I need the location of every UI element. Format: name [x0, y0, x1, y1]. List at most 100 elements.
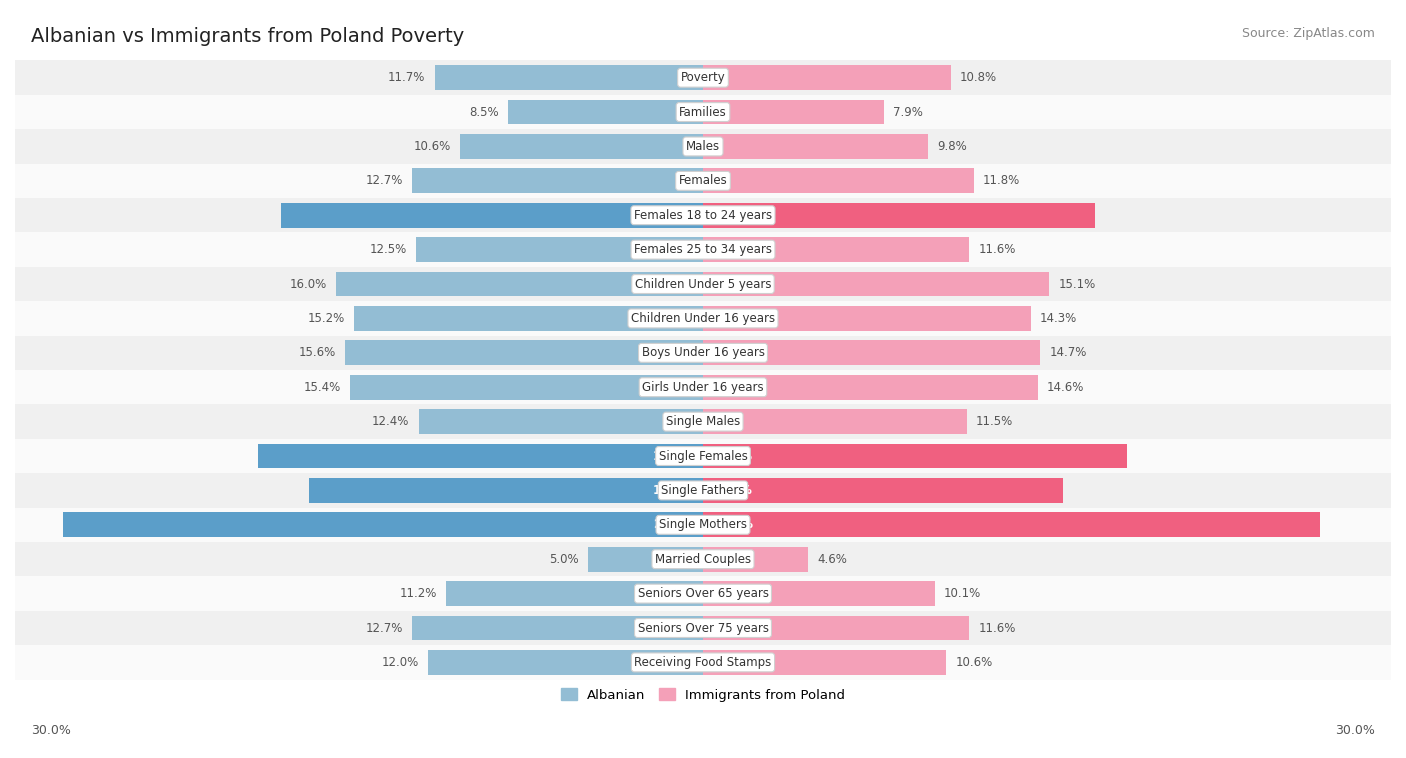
Text: Seniors Over 75 years: Seniors Over 75 years — [637, 622, 769, 634]
Text: 11.6%: 11.6% — [979, 243, 1015, 256]
Text: 19.4%: 19.4% — [652, 449, 693, 462]
Bar — [703, 409, 967, 434]
Text: 7.9%: 7.9% — [893, 105, 924, 118]
Bar — [703, 203, 1095, 227]
Text: 15.7%: 15.7% — [713, 484, 754, 497]
Bar — [346, 340, 703, 365]
Bar — [703, 443, 1128, 468]
Bar — [446, 581, 703, 606]
Bar — [703, 306, 1031, 330]
Text: 14.3%: 14.3% — [1040, 312, 1077, 325]
Text: 18.4%: 18.4% — [652, 208, 693, 222]
Text: 15.1%: 15.1% — [1059, 277, 1095, 290]
Bar — [703, 271, 1049, 296]
Text: Single Females: Single Females — [658, 449, 748, 462]
Text: 10.6%: 10.6% — [413, 140, 451, 153]
Text: Families: Families — [679, 105, 727, 118]
Text: 4.6%: 4.6% — [818, 553, 848, 565]
Text: 10.8%: 10.8% — [960, 71, 997, 84]
Text: Married Couples: Married Couples — [655, 553, 751, 565]
Bar — [15, 130, 1391, 164]
Text: 26.9%: 26.9% — [713, 518, 754, 531]
Text: 17.1%: 17.1% — [713, 208, 754, 222]
Text: Children Under 5 years: Children Under 5 years — [634, 277, 772, 290]
Bar — [63, 512, 703, 537]
Bar — [281, 203, 703, 227]
Bar — [15, 61, 1391, 95]
Bar — [703, 581, 935, 606]
Text: Females: Females — [679, 174, 727, 187]
Bar — [15, 473, 1391, 508]
Bar — [15, 198, 1391, 233]
Text: 12.7%: 12.7% — [366, 622, 402, 634]
Bar — [15, 164, 1391, 198]
Bar — [703, 615, 969, 641]
Bar — [15, 233, 1391, 267]
Bar — [588, 547, 703, 572]
Text: 15.2%: 15.2% — [308, 312, 346, 325]
Text: 11.7%: 11.7% — [388, 71, 426, 84]
Text: Single Males: Single Males — [666, 415, 740, 428]
Text: 11.6%: 11.6% — [979, 622, 1015, 634]
Text: 15.4%: 15.4% — [304, 381, 340, 393]
Text: Girls Under 16 years: Girls Under 16 years — [643, 381, 763, 393]
Bar — [15, 439, 1391, 473]
Text: Poverty: Poverty — [681, 71, 725, 84]
Bar — [703, 340, 1040, 365]
Bar — [15, 508, 1391, 542]
Bar — [703, 100, 884, 124]
Bar — [427, 650, 703, 675]
Text: Source: ZipAtlas.com: Source: ZipAtlas.com — [1241, 27, 1375, 39]
Text: 12.7%: 12.7% — [366, 174, 402, 187]
Bar — [354, 306, 703, 330]
Bar — [15, 405, 1391, 439]
Bar — [15, 370, 1391, 405]
Bar — [15, 576, 1391, 611]
Bar — [419, 409, 703, 434]
Text: 30.0%: 30.0% — [31, 724, 70, 737]
Text: Receiving Food Stamps: Receiving Food Stamps — [634, 656, 772, 669]
Bar — [308, 478, 703, 503]
Bar — [703, 65, 950, 90]
Text: 12.4%: 12.4% — [373, 415, 409, 428]
Text: 12.5%: 12.5% — [370, 243, 408, 256]
Bar — [15, 267, 1391, 301]
Text: 12.0%: 12.0% — [381, 656, 419, 669]
Bar — [434, 65, 703, 90]
Text: 30.0%: 30.0% — [1336, 724, 1375, 737]
Text: 10.6%: 10.6% — [955, 656, 993, 669]
Bar — [703, 478, 1063, 503]
Bar — [703, 375, 1038, 399]
Bar — [15, 611, 1391, 645]
Text: 16.0%: 16.0% — [290, 277, 326, 290]
Bar — [412, 168, 703, 193]
Bar — [350, 375, 703, 399]
Text: Children Under 16 years: Children Under 16 years — [631, 312, 775, 325]
Text: Single Fathers: Single Fathers — [661, 484, 745, 497]
Bar — [15, 336, 1391, 370]
Bar — [15, 95, 1391, 130]
Text: 18.5%: 18.5% — [713, 449, 754, 462]
Bar — [336, 271, 703, 296]
Bar — [703, 237, 969, 262]
Text: 9.8%: 9.8% — [936, 140, 967, 153]
Text: 10.1%: 10.1% — [943, 587, 981, 600]
Text: Females 25 to 34 years: Females 25 to 34 years — [634, 243, 772, 256]
Bar — [703, 650, 946, 675]
Bar — [703, 134, 928, 159]
Bar — [15, 542, 1391, 576]
Bar — [259, 443, 703, 468]
Bar — [412, 615, 703, 641]
Bar — [15, 645, 1391, 680]
Text: Boys Under 16 years: Boys Under 16 years — [641, 346, 765, 359]
Text: 11.2%: 11.2% — [399, 587, 437, 600]
Bar — [15, 301, 1391, 336]
Bar — [703, 168, 973, 193]
Bar — [703, 547, 808, 572]
Text: 14.7%: 14.7% — [1049, 346, 1087, 359]
Legend: Albanian, Immigrants from Poland: Albanian, Immigrants from Poland — [555, 683, 851, 707]
Text: 11.8%: 11.8% — [983, 174, 1019, 187]
Bar — [508, 100, 703, 124]
Text: 17.2%: 17.2% — [652, 484, 693, 497]
Text: Seniors Over 65 years: Seniors Over 65 years — [637, 587, 769, 600]
